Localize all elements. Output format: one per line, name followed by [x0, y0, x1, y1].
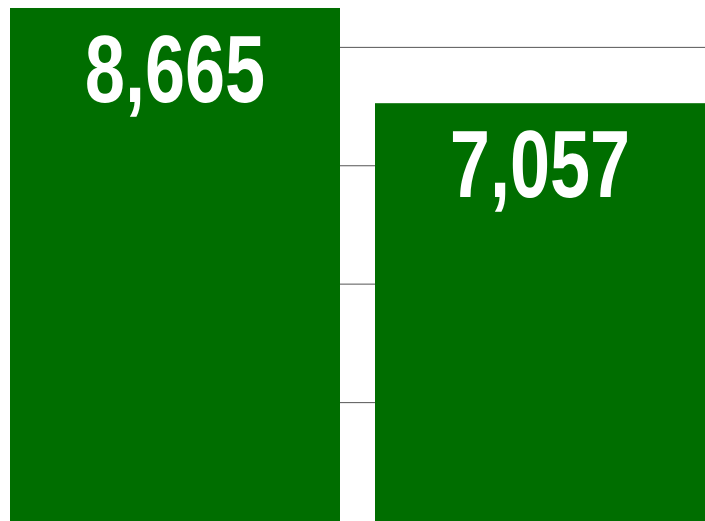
bar-value-label: 7,057: [450, 110, 630, 217]
bar: [10, 7, 340, 521]
bar: [375, 103, 705, 521]
bar-value-label: 8,665: [85, 15, 265, 122]
